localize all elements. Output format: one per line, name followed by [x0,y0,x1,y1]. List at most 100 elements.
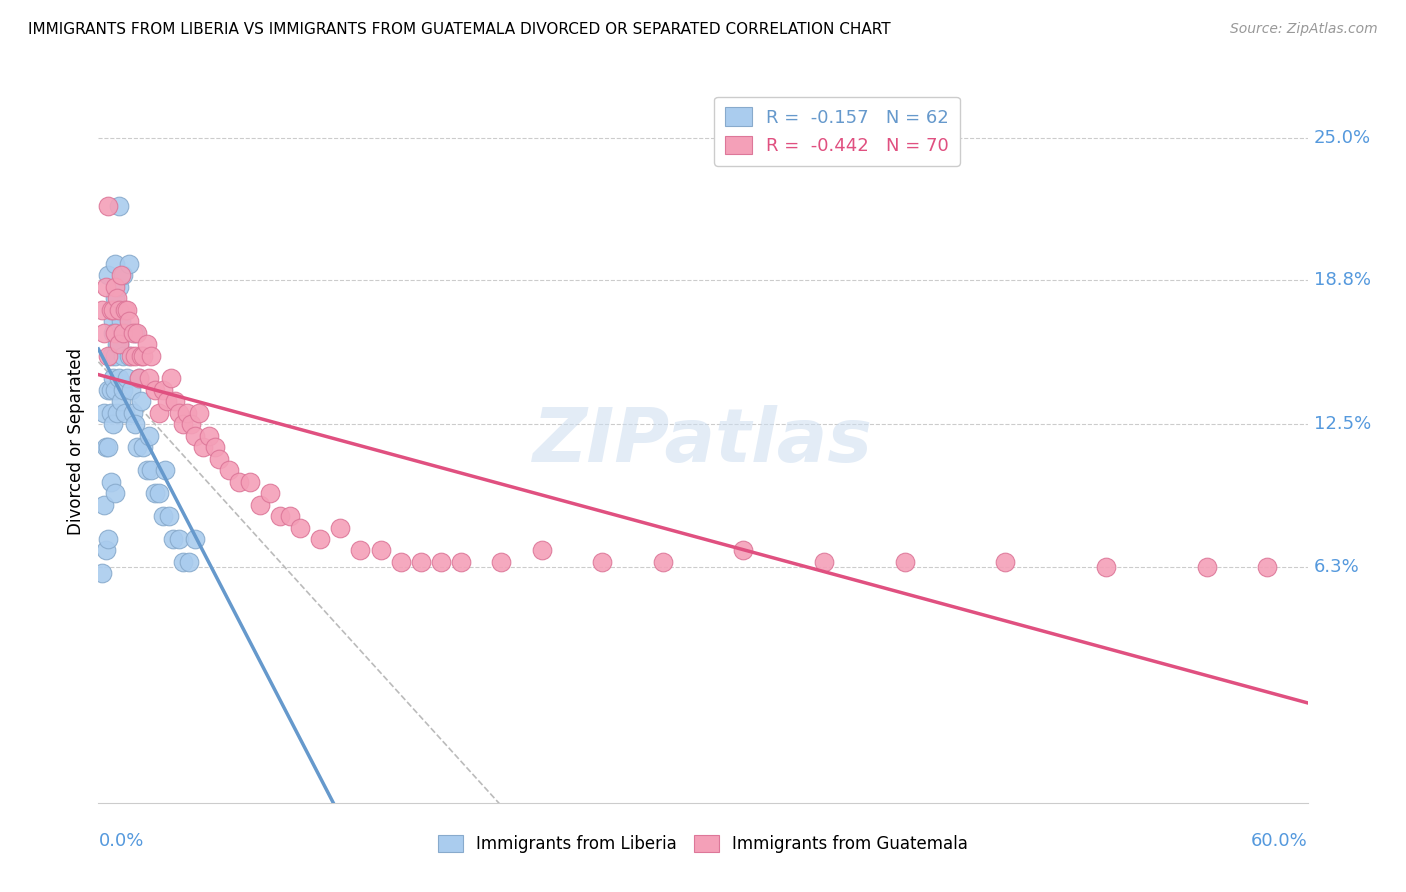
Point [184,429,207,443]
Point [103,326,125,340]
Point [329,520,352,534]
Point [259,486,281,500]
Point [103,326,125,340]
Point [132,440,155,454]
Point [111,268,134,283]
Point [105,337,128,351]
Point [101,417,124,432]
Point [1195,559,1218,574]
Point [651,555,673,569]
Point [124,417,146,432]
Point [160,371,183,385]
Point [143,486,166,500]
Point [204,440,226,454]
Point [139,463,162,477]
Point [129,349,152,363]
Point [107,337,129,351]
Y-axis label: Divorced or Separated: Divorced or Separated [66,348,84,535]
Point [156,394,179,409]
Point [100,349,122,363]
Point [105,302,128,317]
Point [994,555,1017,569]
Point [208,451,231,466]
Point [152,383,174,397]
Point [125,326,148,340]
Point [101,302,124,317]
Point [124,349,146,363]
Point [370,543,392,558]
Point [148,406,170,420]
Point [309,532,332,546]
Point [491,555,513,569]
Point [120,349,142,363]
Point [163,394,186,409]
Point [97,440,120,454]
Point [103,486,125,500]
Point [105,406,128,420]
Point [198,429,221,443]
Text: Source: ZipAtlas.com: Source: ZipAtlas.com [1230,22,1378,37]
Point [110,394,132,409]
Point [389,555,412,569]
Point [430,555,453,569]
Point [97,383,120,397]
Point [103,291,125,305]
Point [813,555,835,569]
Point [228,475,250,489]
Point [409,555,432,569]
Point [115,371,138,385]
Point [135,337,157,351]
Point [143,383,166,397]
Point [278,509,301,524]
Text: 18.8%: 18.8% [1313,271,1371,289]
Point [114,406,136,420]
Point [128,371,150,385]
Point [172,555,194,569]
Point [97,268,120,283]
Point [148,486,170,500]
Point [101,371,124,385]
Point [121,326,143,340]
Point [153,463,176,477]
Point [193,440,215,454]
Text: IMMIGRANTS FROM LIBERIA VS IMMIGRANTS FROM GUATEMALA DIVORCED OR SEPARATED CORRE: IMMIGRANTS FROM LIBERIA VS IMMIGRANTS FR… [28,22,891,37]
Point [114,326,136,340]
Text: 0.0%: 0.0% [98,831,143,850]
Point [120,383,142,397]
Point [1256,559,1278,574]
Point [97,199,120,213]
Point [129,394,152,409]
Point [93,498,115,512]
Point [91,302,114,317]
Point [184,532,207,546]
Point [93,406,115,420]
Point [128,371,150,385]
Point [107,337,129,351]
Point [101,314,124,328]
Text: 25.0%: 25.0% [1313,128,1371,146]
Text: 6.3%: 6.3% [1313,558,1360,575]
Point [93,326,115,340]
Point [97,349,120,363]
Point [103,383,125,397]
Point [288,520,311,534]
Point [103,257,125,271]
Point [249,498,271,512]
Point [132,349,155,363]
Point [110,268,132,283]
Point [591,555,613,569]
Point [96,440,118,454]
Point [91,566,114,581]
Point [100,475,122,489]
Point [103,279,125,293]
Point [118,314,141,328]
Point [124,326,146,340]
Point [218,463,240,477]
Point [107,279,129,293]
Point [1095,559,1118,574]
Point [152,509,174,524]
Point [162,532,184,546]
Point [96,543,118,558]
Point [96,279,118,293]
Point [176,406,198,420]
